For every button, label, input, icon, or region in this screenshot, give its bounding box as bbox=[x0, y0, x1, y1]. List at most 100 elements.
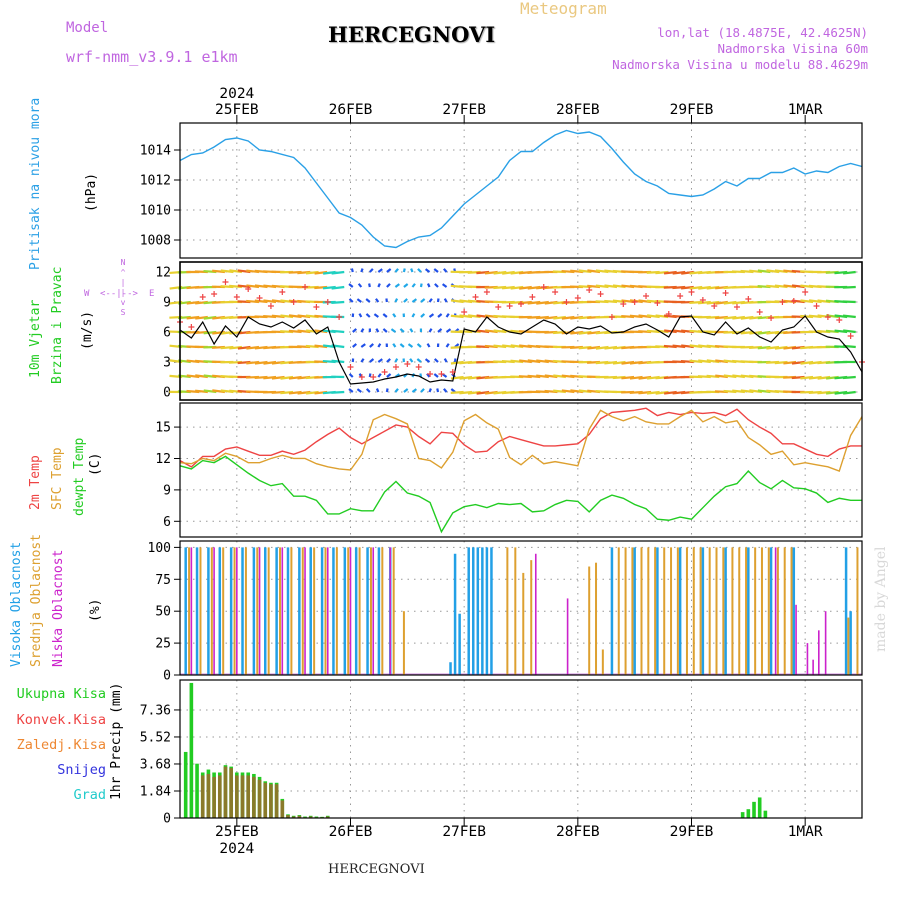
ytick-label-cloud-4: 100 bbox=[148, 541, 171, 556]
gust-marker bbox=[449, 369, 456, 375]
wind-arrow bbox=[428, 313, 435, 318]
gust-marker bbox=[506, 303, 513, 309]
mid-cloud-bar bbox=[222, 547, 225, 675]
mid-cloud-bar bbox=[588, 566, 591, 675]
wind-arrow bbox=[358, 313, 363, 318]
high-cloud-bar bbox=[309, 547, 312, 675]
low-cloud-bar bbox=[389, 547, 392, 675]
precip-conv-bar bbox=[212, 776, 216, 818]
gust-marker bbox=[336, 314, 343, 320]
bottom-day-label-5: 1MAR bbox=[788, 824, 823, 840]
wind-arrow bbox=[377, 343, 382, 348]
precip-conv-bar bbox=[325, 816, 330, 818]
wind-arrow bbox=[402, 268, 406, 273]
high-cloud-bar bbox=[724, 547, 727, 675]
wind-arrow bbox=[433, 373, 439, 378]
wind-arrow bbox=[377, 358, 383, 363]
mid-cloud-bar bbox=[506, 547, 509, 675]
precip-conv-bar bbox=[263, 782, 268, 818]
gust-marker bbox=[438, 371, 445, 377]
mid-cloud-bar bbox=[335, 547, 338, 675]
precip-conv-bar bbox=[200, 775, 205, 818]
gust-marker bbox=[472, 294, 479, 300]
high-cloud-bar bbox=[656, 547, 659, 675]
temp-sfc-line bbox=[179, 409, 863, 472]
wind-arrow bbox=[420, 388, 425, 393]
wind-arrow bbox=[348, 298, 354, 303]
wind-arrow bbox=[416, 358, 422, 363]
gust-marker bbox=[358, 374, 365, 380]
legend-snow: Snijeg bbox=[57, 762, 106, 778]
ytick-label-pressure-3: 1014 bbox=[140, 144, 171, 159]
wind-arrow bbox=[419, 373, 423, 378]
precip-total-bar bbox=[763, 810, 768, 818]
wind-arrow bbox=[392, 343, 397, 348]
high-cloud-bar bbox=[218, 547, 222, 675]
mid-cloud-bar bbox=[210, 547, 213, 675]
wind-arrow-field bbox=[169, 268, 856, 395]
legend-frozen-precip: Zaledj.Kisa bbox=[16, 737, 106, 753]
gust-marker bbox=[779, 299, 786, 305]
mid-cloud-bar bbox=[188, 547, 191, 675]
gust-marker bbox=[665, 311, 672, 317]
wind-arrow bbox=[428, 388, 432, 393]
ytick-label-cloud-2: 50 bbox=[155, 605, 171, 620]
lonlat-label: lon,lat (18.4875E, 42.4625N) bbox=[657, 25, 868, 40]
bottom-day-label-1: 26FEB bbox=[329, 824, 373, 840]
gust-marker bbox=[631, 299, 638, 305]
precip-total-bar bbox=[746, 809, 751, 818]
wind-arrow bbox=[443, 388, 448, 393]
low-cloud-bar bbox=[824, 611, 827, 675]
low-cloud-bar bbox=[774, 547, 777, 675]
wind-speed-line bbox=[179, 315, 863, 385]
wind-arrow bbox=[368, 283, 371, 288]
wind-arrow bbox=[394, 283, 400, 288]
high-cloud-bar bbox=[366, 547, 369, 675]
gust-marker bbox=[677, 293, 684, 299]
low-cloud-bar bbox=[812, 659, 814, 675]
wind-arrow bbox=[842, 375, 856, 380]
high-cloud-bar bbox=[701, 547, 705, 675]
mid-cloud-bar bbox=[595, 562, 598, 675]
gust-marker bbox=[745, 296, 752, 302]
mid-cloud-bar bbox=[402, 611, 405, 675]
compass-down: v bbox=[120, 298, 126, 307]
high-cloud-bar bbox=[184, 547, 187, 675]
wind-arrow bbox=[411, 313, 416, 318]
precip-conv-bar bbox=[280, 800, 285, 818]
ytick-label-pressure-1: 1010 bbox=[140, 204, 171, 219]
gust-marker bbox=[483, 289, 490, 295]
wind-arrow bbox=[411, 283, 416, 288]
bottom-day-label-0: 25FEB bbox=[215, 824, 259, 840]
ytick-label-pressure-2: 1012 bbox=[140, 174, 171, 189]
gust-marker bbox=[608, 314, 615, 320]
gust-marker bbox=[199, 294, 206, 300]
legend-total-precip: Ukupna Kisa bbox=[16, 686, 106, 702]
mid-cloud-bar bbox=[699, 547, 702, 675]
precip-conv-bar bbox=[235, 775, 239, 818]
mid-cloud-bar bbox=[267, 547, 270, 675]
wind-arrow bbox=[360, 268, 364, 273]
top-day-label-3: 28FEB bbox=[556, 102, 600, 118]
wind-arrow bbox=[428, 298, 433, 303]
gust-marker bbox=[699, 297, 706, 303]
mid-cloud-bar bbox=[514, 547, 517, 675]
low-cloud-bar bbox=[372, 547, 375, 675]
compass-bar-1: | bbox=[120, 278, 126, 287]
wind-arrow bbox=[331, 285, 345, 290]
wind-arrow bbox=[842, 314, 856, 319]
high-cloud-bar bbox=[195, 547, 199, 675]
mid-cloud-bar bbox=[199, 547, 202, 675]
wind-arrow bbox=[375, 328, 380, 333]
wind-arrow bbox=[386, 373, 392, 378]
pressure-line bbox=[179, 129, 863, 249]
wind-arrow bbox=[352, 328, 358, 333]
low-cloud-bar bbox=[258, 547, 261, 675]
wind-arrow bbox=[842, 270, 856, 275]
gust-marker bbox=[813, 303, 820, 309]
wind-arrow bbox=[403, 298, 408, 303]
wind-arrow bbox=[407, 343, 414, 348]
bottom-day-label-2: 27FEB bbox=[442, 824, 486, 840]
mid-cloud-bar bbox=[347, 547, 350, 675]
